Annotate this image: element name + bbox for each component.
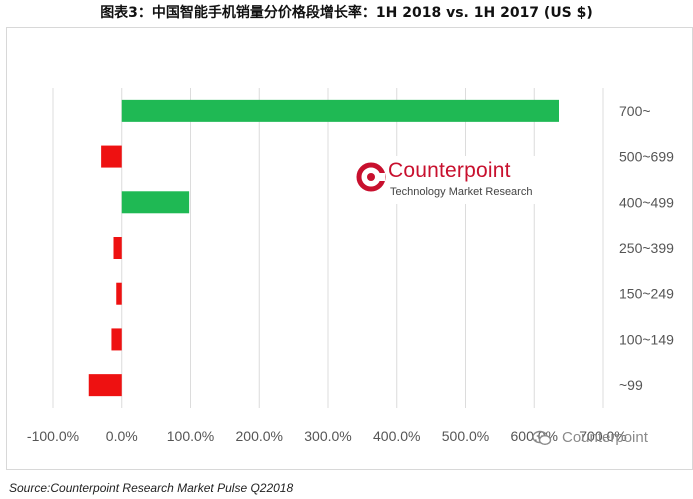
category-label-0: 700~ bbox=[619, 103, 651, 119]
category-label-4: 150~249 bbox=[619, 286, 674, 302]
category-label-2: 400~499 bbox=[619, 194, 674, 210]
x-tick-label-8: 700.0% bbox=[579, 428, 626, 444]
bar-0 bbox=[121, 99, 559, 122]
watermark-text: Counterpoint bbox=[562, 429, 648, 446]
x-tick-label-6: 500.0% bbox=[442, 428, 489, 444]
category-label-3: 250~399 bbox=[619, 240, 674, 256]
bar-1 bbox=[101, 145, 122, 168]
chart-panel: 700~ 500~699 400~499 250~399 150~249 100~149 ~… bbox=[6, 27, 693, 470]
x-tick-label-2: 100.0% bbox=[167, 428, 214, 444]
source-note: Source:Counterpoint Research Market Puls… bbox=[9, 481, 294, 495]
bar-chart: 700~ 500~699 400~499 250~399 150~249 100~149 ~… bbox=[27, 88, 674, 444]
chart-title: 图表3：中国智能手机销量分价格段增长率：1H 2018 vs. 1H 2017 … bbox=[100, 5, 593, 21]
category-label-1: 500~699 bbox=[619, 149, 674, 165]
bar-4 bbox=[116, 282, 122, 305]
x-tick-label-3: 200.0% bbox=[236, 428, 283, 444]
x-tick-label-0: -100.0% bbox=[27, 428, 79, 444]
bar-3 bbox=[113, 237, 122, 259]
logo-tagline: Technology Market Research bbox=[390, 186, 533, 198]
bar-6 bbox=[88, 374, 122, 397]
x-tick-label-1: 0.0% bbox=[106, 428, 138, 444]
category-label-5: 100~149 bbox=[619, 331, 674, 347]
category-label-6: ~99 bbox=[619, 377, 643, 393]
bar-2 bbox=[121, 191, 190, 214]
x-tick-label-5: 400.0% bbox=[373, 428, 420, 444]
bar-5 bbox=[111, 328, 122, 351]
wechat-watermark: Counterpoint bbox=[532, 428, 672, 450]
wechat-icon bbox=[532, 430, 552, 446]
counterpoint-logo-icon bbox=[356, 162, 386, 192]
logo-name: Counterpoint bbox=[388, 159, 511, 182]
x-tick-label-4: 300.0% bbox=[304, 428, 351, 444]
counterpoint-logo: Counterpoint Technology Market Research bbox=[352, 156, 542, 204]
